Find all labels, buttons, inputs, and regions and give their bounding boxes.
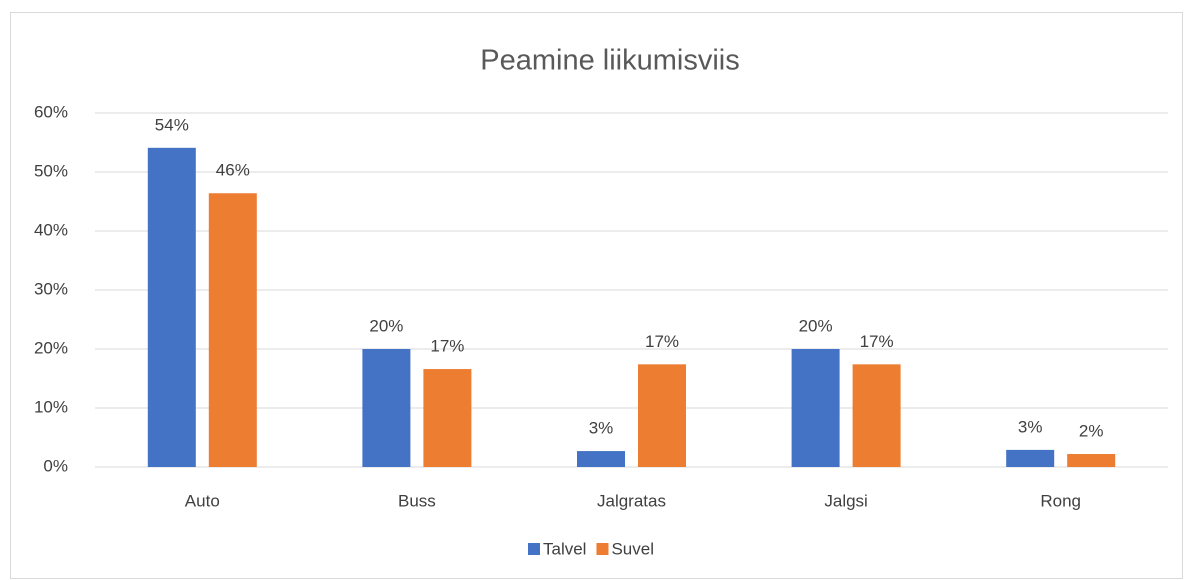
y-tick-label: 60%	[34, 102, 68, 121]
data-label: 2%	[1079, 422, 1104, 441]
bar	[1006, 449, 1055, 467]
data-label: 54%	[155, 115, 189, 134]
data-label: 20%	[799, 316, 833, 335]
data-label: 3%	[1018, 417, 1043, 436]
legend-swatch	[596, 543, 609, 555]
data-label: 3%	[589, 419, 614, 438]
x-tick-label: Jalgsi	[824, 491, 867, 510]
x-tick-label: Rong	[1040, 491, 1081, 510]
bar	[423, 369, 472, 467]
data-label: 17%	[860, 332, 894, 351]
data-label: 17%	[645, 332, 679, 351]
x-tick-label: Jalgratas	[597, 491, 666, 510]
legend-label: Talvel	[543, 539, 586, 558]
y-tick-label: 50%	[34, 161, 68, 180]
x-tick-label: Buss	[398, 491, 436, 510]
y-tick-label: 10%	[34, 397, 68, 416]
x-tick-label: Auto	[185, 491, 220, 510]
bar	[852, 364, 901, 467]
y-tick-label: 30%	[34, 279, 68, 298]
chart-title: Peamine liikumisviis	[480, 45, 739, 77]
bar	[791, 349, 840, 467]
data-label: 17%	[430, 337, 464, 356]
bar	[147, 147, 196, 467]
bar	[208, 193, 257, 468]
bar	[577, 451, 625, 467]
y-tick-label: 0%	[43, 456, 68, 475]
y-tick-label: 40%	[34, 220, 68, 239]
y-tick-label: 20%	[34, 338, 68, 357]
data-label: 46%	[216, 161, 250, 180]
legend-label: Suvel	[611, 539, 654, 558]
data-label: 20%	[369, 316, 403, 335]
chart-frame	[10, 12, 1183, 579]
bar	[1067, 454, 1116, 467]
legend-swatch	[528, 543, 540, 555]
bar	[362, 349, 411, 467]
bar	[638, 364, 686, 467]
